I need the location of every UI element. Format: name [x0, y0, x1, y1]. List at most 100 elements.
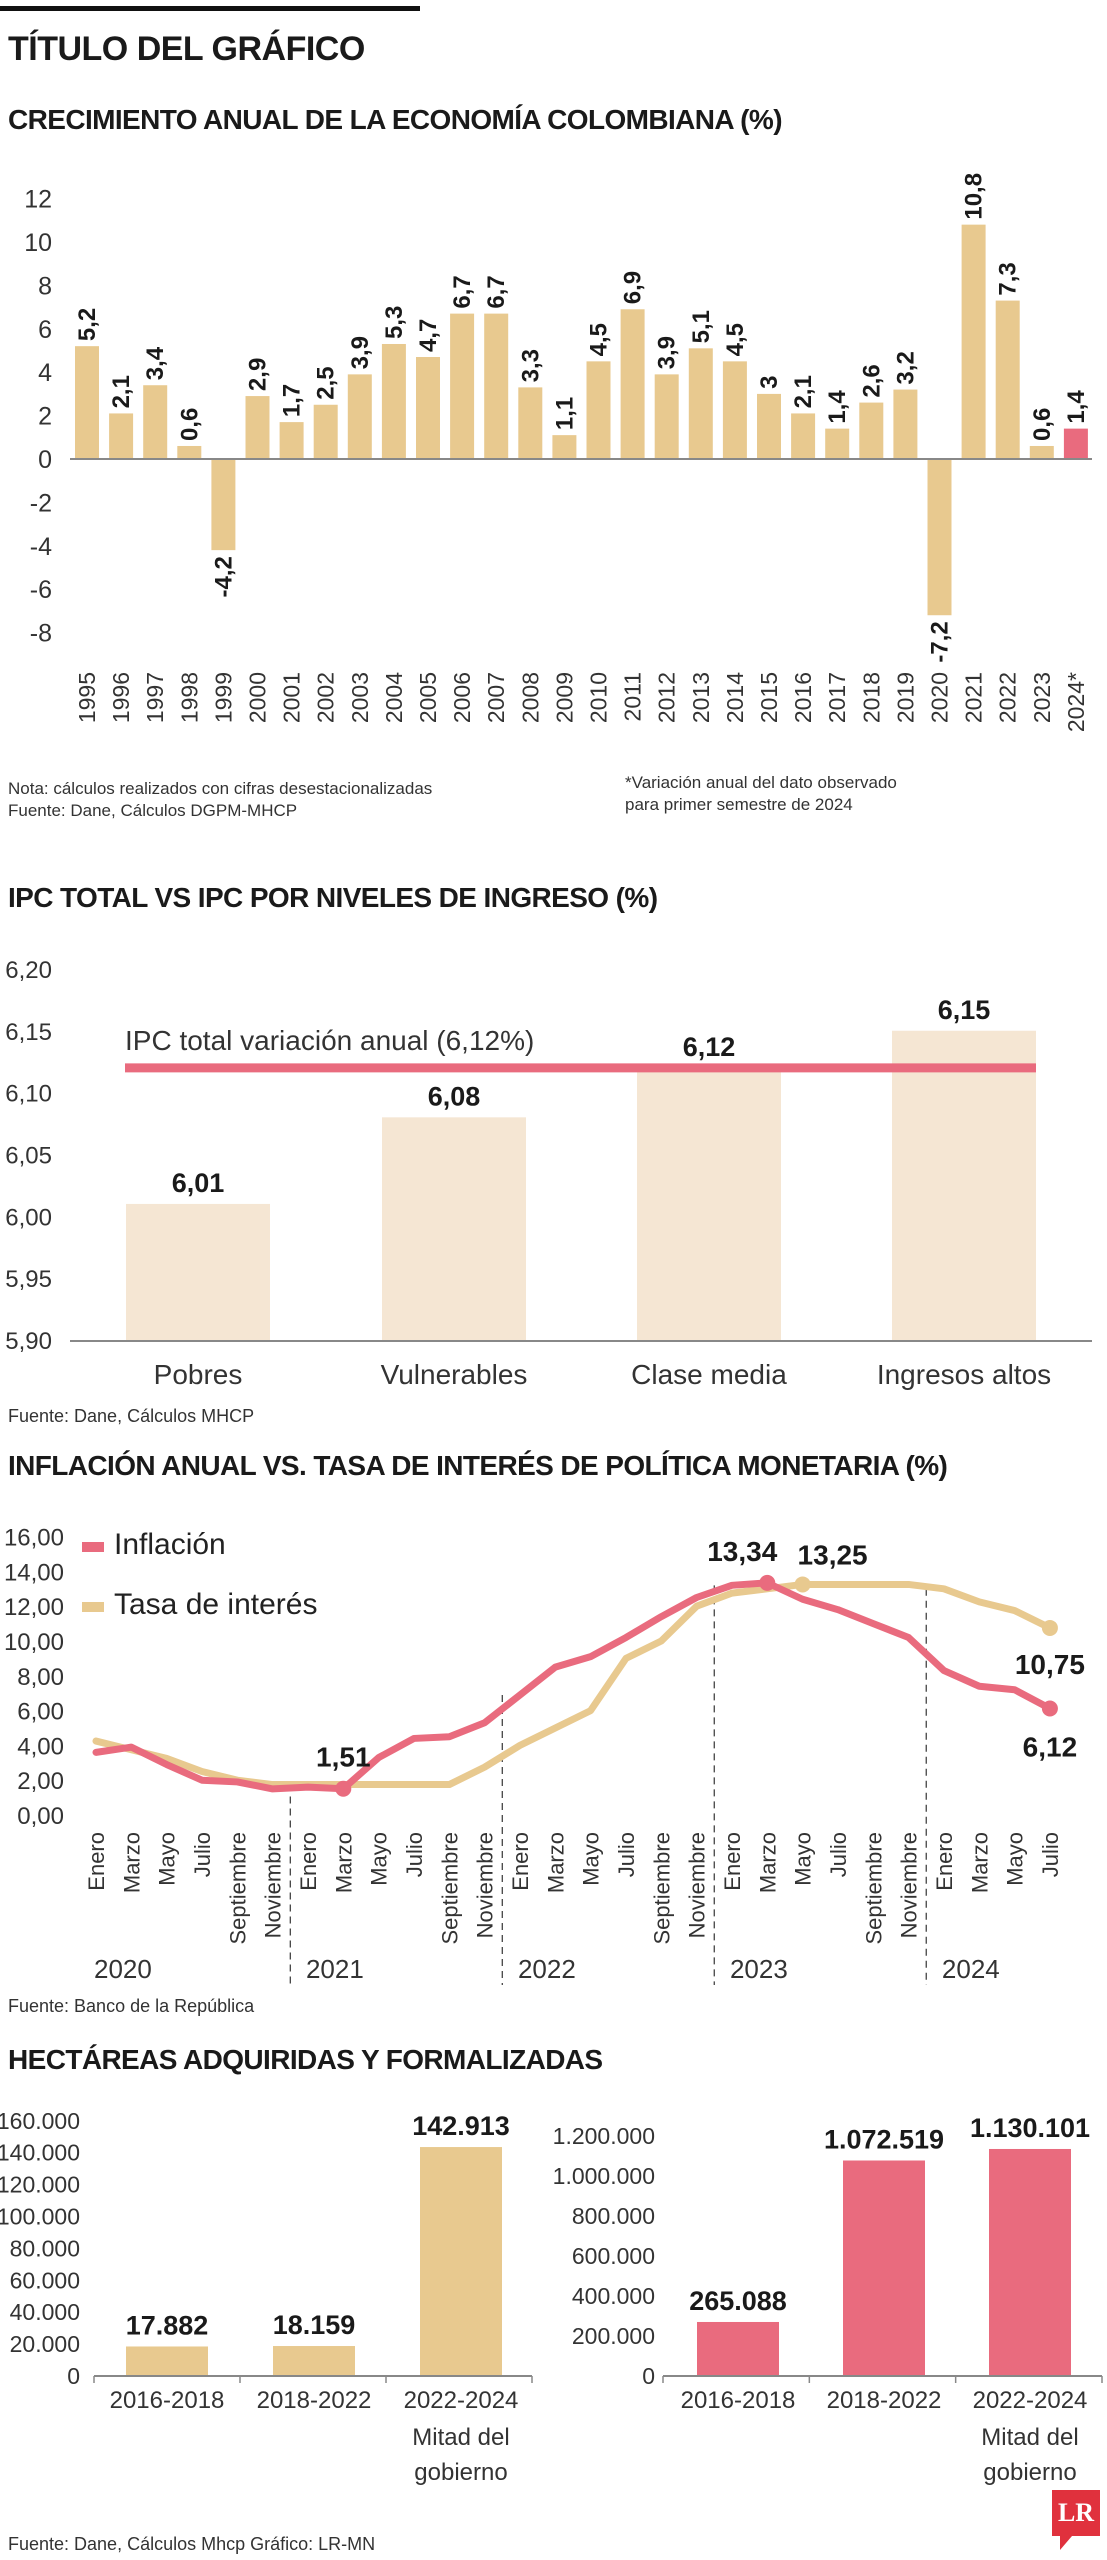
bar: [654, 374, 679, 459]
bar: [843, 2160, 925, 2375]
x-tick-label: Mayo: [1003, 1832, 1028, 1886]
series-line-tasa: [92, 1580, 1054, 1789]
bar-value-label: 2,5: [313, 366, 340, 399]
chart-4-source: Fuente: Dane, Cálculos Mhcp Gráfico: LR-…: [8, 2534, 376, 2554]
bar-value-label: 3,9: [654, 336, 681, 369]
bar: [75, 346, 99, 459]
bar: [245, 396, 270, 459]
x-tick-label: 2011: [620, 672, 646, 721]
y-tick-label: 6,15: [5, 1019, 52, 1046]
y-tick-label: 4,00: [17, 1733, 64, 1760]
x-tick-label: Marzo: [755, 1832, 780, 1893]
page-title: TÍTULO DEL GRÁFICO: [8, 30, 365, 68]
x-tick-label: 2009: [551, 672, 577, 723]
y-tick-label: 6,00: [17, 1699, 64, 1726]
bar-value-label: 10,8: [961, 173, 988, 220]
chart-1-title: CRECIMIENTO ANUAL DE LA ECONOMÍA COLOMBI…: [8, 104, 783, 135]
x-tick-label: Julio: [1038, 1832, 1063, 1877]
y-tick-label: -6: [30, 576, 52, 604]
y-tick-label: 800.000: [572, 2203, 655, 2229]
x-tick-label: 2018: [858, 672, 884, 723]
bar-value-label: 142.913: [412, 2111, 510, 2141]
year-label: 2020: [94, 1954, 152, 1984]
bar: [420, 2147, 502, 2375]
x-tick-label: 2014: [722, 672, 748, 723]
x-tick-label: Enero: [720, 1832, 745, 1891]
y-tick-label: 120.000: [0, 2172, 80, 2198]
bar: [347, 374, 372, 459]
y-tick-label: -4: [30, 533, 52, 561]
bar: [313, 404, 338, 459]
x-tick-label: Pobres: [154, 1359, 243, 1390]
x-tick-label: Vulnerables: [381, 1359, 528, 1390]
x-tick-label: Mayo: [579, 1832, 604, 1886]
bar-value-label: 6,9: [620, 271, 647, 304]
legend-label-inflacion: Inflación: [114, 1528, 226, 1561]
x-tick-label: Marzo: [967, 1832, 992, 1893]
x-tick-label: Julio: [402, 1832, 427, 1877]
data-point-label: 13,25: [798, 1539, 868, 1570]
bar: [697, 2321, 779, 2375]
x-tick-label: 2008: [517, 672, 543, 723]
bar-value-label: 1,4: [824, 390, 851, 424]
x-tick-label: Marzo: [119, 1832, 144, 1893]
x-tick-label: 1998: [176, 672, 202, 723]
data-point-label: 13,34: [707, 1536, 777, 1567]
bar: [586, 361, 611, 459]
legend-swatch-tasa: [82, 1602, 104, 1612]
y-tick-label: 80.000: [10, 2235, 80, 2261]
x-tick-label: Enero: [932, 1832, 957, 1891]
y-tick-label: 10: [24, 229, 52, 257]
x-tick-label: 2004: [381, 672, 407, 723]
y-tick-label: 6,10: [5, 1081, 52, 1108]
top-rule: [0, 6, 420, 11]
x-tick-label: 2021: [961, 672, 987, 723]
chart-3-source: Fuente: Banco de la República: [8, 1996, 255, 2016]
bar-value-label: 7,3: [995, 262, 1022, 295]
lr-logo-tail: [1060, 2536, 1072, 2550]
y-tick-label: 8: [38, 272, 52, 300]
bar-value-label: 3,9: [347, 336, 374, 369]
x-tick-label: 2000: [245, 672, 271, 723]
data-point-marker: [1041, 1700, 1058, 1717]
chart-1-note: Nota: cálculos realizados con cifras des…: [8, 778, 432, 822]
bar-value-label: 4,5: [722, 323, 749, 356]
bar: [927, 459, 952, 616]
y-tick-label: 5,90: [5, 1328, 52, 1355]
bar: [620, 309, 645, 459]
x-tick-label: Noviembre: [685, 1832, 710, 1938]
x-tick-label: 2005: [415, 672, 441, 723]
bar-value-label: 2,6: [858, 364, 885, 397]
x-tick-label: 1997: [142, 672, 168, 723]
bar: [552, 435, 577, 459]
bar: [637, 1067, 781, 1340]
y-tick-label: 8,00: [17, 1664, 64, 1691]
x-tick-label: Enero: [296, 1832, 321, 1891]
bar: [381, 343, 406, 459]
x-tick-label: 2022-2024: [404, 2387, 519, 2414]
bar-value-label: 0,6: [176, 408, 203, 441]
bar-value-label: 2,9: [245, 358, 272, 391]
x-tick-label: Mayo: [367, 1832, 392, 1886]
bar: [143, 385, 168, 459]
x-tick-label: 2016-2018: [681, 2387, 796, 2414]
x-tick-label: Clase media: [631, 1359, 787, 1390]
x-tick-label: 2018-2022: [827, 2387, 942, 2414]
bar-value-label: 1.130.101: [970, 2113, 1090, 2143]
series-line-inflacion: [92, 1579, 1054, 1793]
bar: [518, 387, 543, 459]
bar-value-label: 18.159: [273, 2310, 356, 2340]
x-tick-label: 2016-2018: [110, 2387, 225, 2414]
x-tick-label: Julio: [826, 1832, 851, 1877]
bar-value-label: 6,12: [683, 1032, 736, 1062]
bar: [211, 459, 236, 551]
y-tick-label: 0: [38, 446, 52, 474]
chart-3-title: INFLACIÓN ANUAL VS. TASA DE INTERÉS DE P…: [8, 1450, 948, 1481]
source-line: Fuente: Dane, Cálculos DGPM-MHCP: [8, 801, 298, 820]
x-tick-label: Julio: [190, 1832, 215, 1877]
x-tick-label: 2006: [449, 672, 475, 723]
x-tick-label: 2017: [824, 672, 850, 723]
x-tick-label: Septiembre: [225, 1832, 250, 1945]
chart-4-title: HECTÁREAS ADQUIRIDAS Y FORMALIZADAS: [8, 2044, 603, 2075]
